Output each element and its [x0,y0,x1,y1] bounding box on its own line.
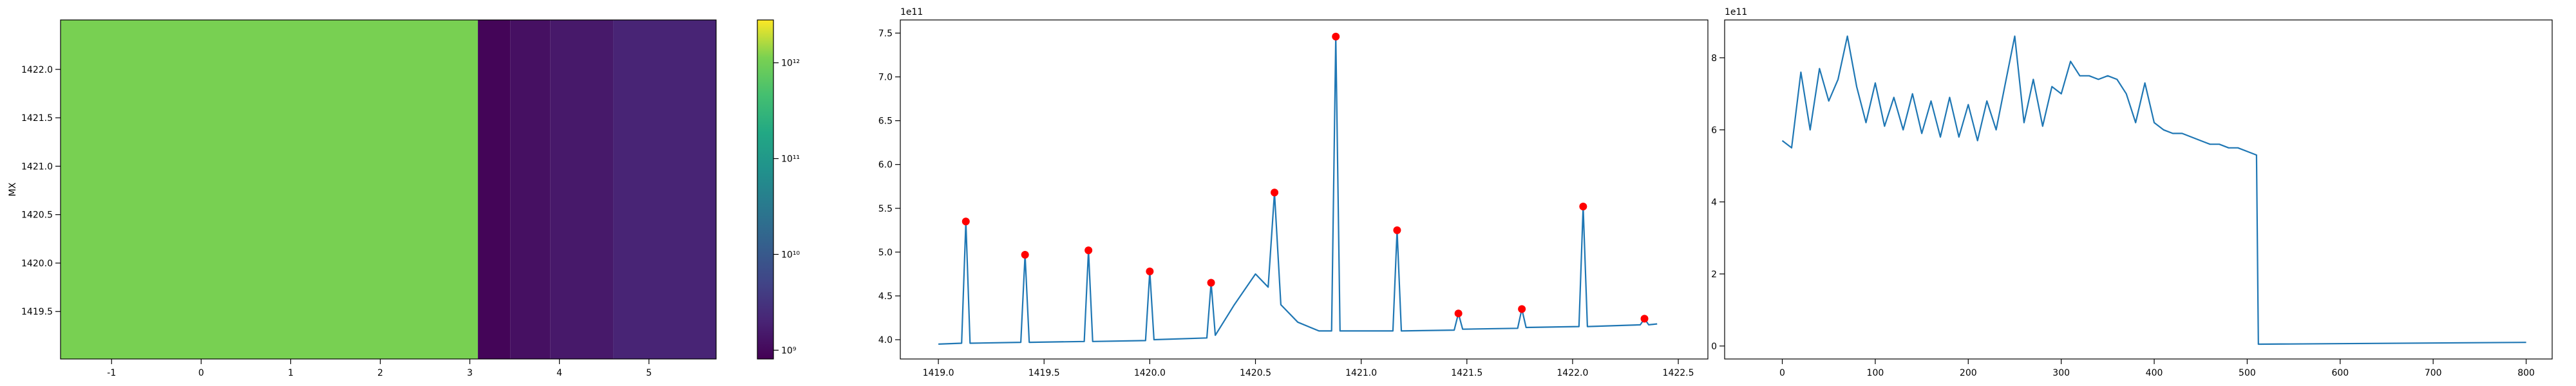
x-tick-label: 0 [1779,368,1785,378]
x-tick-label: 400 [2146,368,2163,378]
y-tick-label: 1420.0 [21,259,53,269]
x-tick-label: 200 [1960,368,1977,378]
peak-marker [1579,203,1587,211]
peak-marker [1332,32,1340,41]
y-tick-label: 7.5 [878,28,893,39]
data-line [938,35,1658,345]
y-tick-label: 8 [1711,53,1717,64]
x-tick-label: 1419.0 [923,368,954,378]
y-tick-label: 4 [1711,198,1717,208]
x-tick-label: -1 [107,368,116,378]
peak-marker [1207,279,1215,287]
peak-marker [1454,309,1463,318]
peak-marker [961,217,970,226]
colorbar-tick-label: 10¹² [781,59,800,69]
colorbar [757,19,774,360]
x-tick-label: 1420.5 [1240,368,1271,378]
y-tick-label: 1419.5 [21,307,53,317]
axes-frame [1724,19,2553,360]
y-tick-label: 6 [1711,125,1717,136]
x-tick-label: 1 [288,368,294,378]
heatmap-cell [61,20,478,359]
colorbar-tick-label: 10¹¹ [781,154,800,165]
y-tick-label: 1421.5 [21,113,53,124]
x-tick-label: 700 [2425,368,2442,378]
y-tick-label: 4.5 [878,291,893,302]
y-tick-label: 5.5 [878,204,893,214]
peak-marker [1084,246,1093,255]
x-tick-label: 1421.5 [1451,368,1482,378]
peak-marker [1640,315,1649,323]
heatmap-cell [550,20,614,359]
data-line [1781,35,2526,345]
y-tick-label: 2 [1711,270,1717,280]
peak-marker [1146,267,1154,275]
y-tick-label: 6.5 [878,116,893,127]
x-tick-label: 500 [2239,368,2256,378]
peak-marker [1021,250,1029,259]
colorbar-tick-label: 10¹⁰ [781,250,800,260]
x-tick-label: 100 [1867,368,1884,378]
y-tick-label: 5.0 [878,248,893,258]
heatmap-cell [510,20,551,359]
colorbar-tick-label: 10⁹ [781,345,797,356]
y-tick-label: 1420.5 [21,210,53,221]
y-tick-label: 7.0 [878,73,893,83]
heatmap-cell [613,20,716,359]
x-tick-label: 5 [646,368,652,378]
y-tick-label: 0 [1711,342,1717,352]
axes-frame [60,19,717,360]
y-tick-label: 6.0 [878,160,893,170]
y-offset-label: 1e11 [900,7,923,17]
peak-marker [1393,226,1401,234]
x-tick-label: 600 [2331,368,2349,378]
x-tick-label: 1419.5 [1028,368,1060,378]
x-tick-label: 800 [2517,368,2535,378]
y-axis-label: MX [8,182,18,196]
x-tick-label: 1422.0 [1557,368,1588,378]
x-tick-label: 1420.0 [1134,368,1166,378]
peak-marker [1271,188,1279,197]
x-tick-label: 300 [2052,368,2070,378]
axes-frame [900,19,1709,360]
x-tick-label: 0 [198,368,204,378]
heatmap-cell [478,20,511,359]
x-tick-label: 4 [556,368,562,378]
y-tick-label: 1421.0 [21,161,53,172]
x-tick-label: 1421.0 [1345,368,1377,378]
y-tick-label: 4.0 [878,335,893,345]
peak-marker [1518,305,1526,313]
x-tick-label: 2 [377,368,383,378]
y-offset-label: 1e11 [1725,7,1747,17]
y-tick-label: 1422.0 [21,65,53,75]
x-tick-label: 3 [467,368,473,378]
x-tick-label: 1422.5 [1663,368,1694,378]
